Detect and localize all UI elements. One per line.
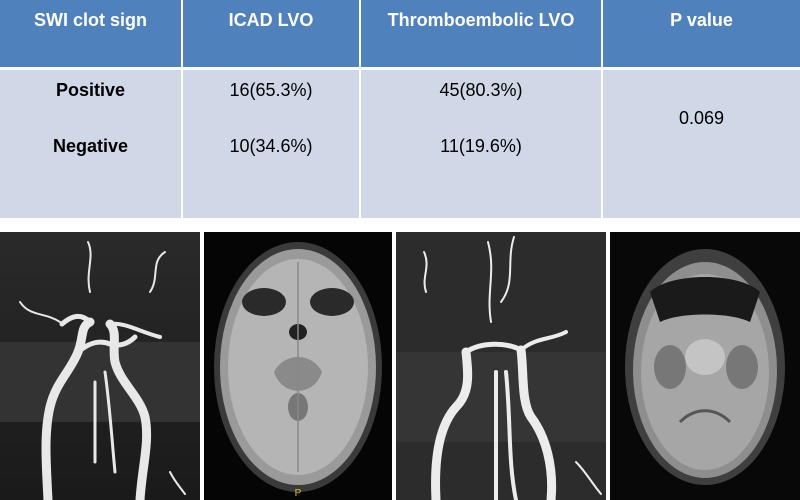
- swi-image-icad: P: [204, 232, 392, 500]
- row-labels-cell: Positive Negative: [0, 68, 183, 218]
- table-header-row: SWI clot sign ICAD LVO Thromboembolic LV…: [0, 0, 800, 70]
- table-row: Positive Negative 16(65.3%) 10(34.6%) 45…: [0, 68, 800, 218]
- icad-negative-value: 10(34.6%): [229, 135, 313, 156]
- p-value: 0.069: [678, 107, 725, 128]
- header-swi-clot-sign: SWI clot sign: [0, 0, 183, 70]
- swi-image-thromboembolic: [610, 232, 800, 500]
- header-p-value: P value: [602, 0, 800, 70]
- icad-values-cell: 16(65.3%) 10(34.6%): [182, 68, 361, 218]
- thrombo-negative-value: 11(19.6%): [440, 135, 522, 156]
- header-thromboembolic-lvo: Thromboembolic LVO: [360, 0, 603, 70]
- row-label-negative: Negative: [52, 135, 129, 156]
- mra-image-thromboembolic: [396, 232, 606, 500]
- results-table-container: SWI clot sign ICAD LVO Thromboembolic LV…: [0, 0, 800, 218]
- p-value-cell: 0.069: [602, 68, 800, 218]
- row-label-positive: Positive: [55, 79, 126, 100]
- results-table: SWI clot sign ICAD LVO Thromboembolic LV…: [0, 0, 800, 218]
- thrombo-positive-value: 45(80.3%): [439, 79, 523, 100]
- icad-positive-value: 16(65.3%): [229, 79, 313, 100]
- mri-image-strip: P: [0, 232, 800, 500]
- mra-image-icad: [0, 232, 200, 500]
- orientation-marker: P: [295, 488, 302, 499]
- thrombo-values-cell: 45(80.3%) 11(19.6%): [360, 68, 603, 218]
- header-icad-lvo: ICAD LVO: [182, 0, 361, 70]
